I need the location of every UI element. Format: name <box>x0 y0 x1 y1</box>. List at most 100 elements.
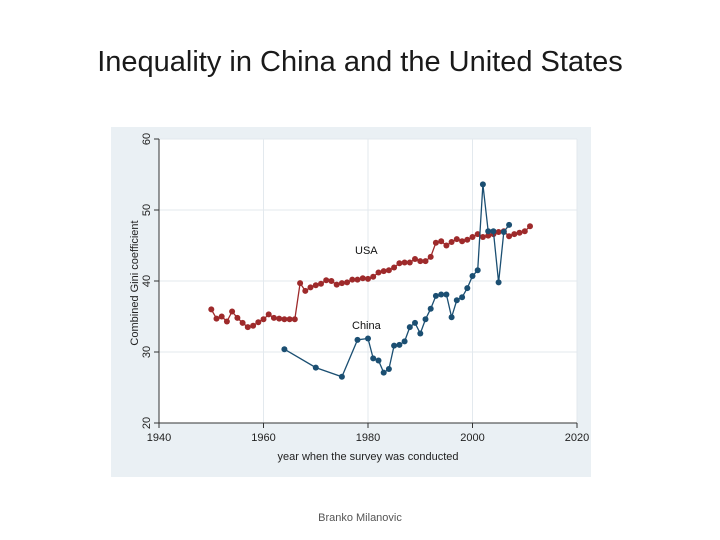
data-point-usa <box>464 236 471 243</box>
data-point-china <box>443 291 450 298</box>
data-point-usa <box>255 319 262 326</box>
data-point-usa <box>422 258 429 265</box>
data-point-china <box>474 267 481 274</box>
x-tick-label: 1940 <box>147 432 171 444</box>
data-point-china <box>464 285 471 292</box>
data-point-usa <box>516 229 523 236</box>
gini-line-chart: 20 30 40 50 60 1940 1960 1980 2000 2020 USA China… <box>129 133 589 463</box>
data-point-usa <box>239 319 246 326</box>
data-point-usa <box>396 260 403 267</box>
y-axis-label: Combined Gini coefficient <box>129 220 141 345</box>
data-point-china <box>459 294 466 301</box>
data-point-usa <box>412 256 418 262</box>
data-point-china <box>500 229 507 235</box>
data-point-china <box>412 319 418 326</box>
data-point-usa <box>250 322 257 329</box>
data-point-china <box>432 292 439 299</box>
data-point-usa <box>385 267 392 274</box>
data-point-usa <box>527 223 533 230</box>
data-point-china <box>417 330 424 337</box>
data-point-usa <box>432 239 439 246</box>
x-tick-label: 2000 <box>460 432 484 444</box>
data-point-china <box>406 324 413 331</box>
data-point-usa <box>286 316 293 323</box>
data-point-china <box>391 342 398 349</box>
data-point-usa <box>333 281 340 288</box>
data-point-usa <box>323 277 330 284</box>
data-point-usa <box>506 233 513 240</box>
data-point-china <box>312 364 319 371</box>
axes: 20 30 40 50 60 1940 1960 1980 2000 2020 <box>141 133 589 444</box>
data-point-usa <box>443 242 450 249</box>
data-point-usa <box>223 318 230 325</box>
series-layer <box>208 181 533 380</box>
data-point-usa <box>459 238 466 245</box>
y-tick-label: 30 <box>141 346 153 358</box>
data-point-usa <box>229 308 236 315</box>
data-point-usa <box>511 231 518 238</box>
data-point-usa <box>406 259 413 266</box>
chart-panel: 20 30 40 50 60 1940 1960 1980 2000 2020 USA China… <box>111 127 591 477</box>
data-point-usa <box>401 259 408 266</box>
data-point-china <box>453 297 460 304</box>
data-point-usa <box>427 253 434 260</box>
data-point-usa <box>479 234 486 240</box>
data-point-china <box>485 228 492 235</box>
x-tick-label: 1980 <box>356 432 380 444</box>
data-point-usa <box>276 315 283 322</box>
data-point-usa <box>380 268 387 275</box>
data-point-usa <box>312 282 319 289</box>
data-point-usa <box>291 316 298 323</box>
series-label-usa: USA <box>355 245 378 257</box>
data-point-usa <box>485 232 492 239</box>
data-point-usa <box>453 236 460 243</box>
data-point-china <box>281 346 288 353</box>
data-point-china <box>422 316 429 323</box>
data-point-usa <box>307 284 314 291</box>
x-tick-label: 1960 <box>251 432 275 444</box>
data-point-china <box>396 341 403 348</box>
data-point-usa <box>344 279 351 286</box>
data-point-usa <box>297 280 304 287</box>
data-point-china <box>380 369 387 376</box>
data-point-china <box>438 291 445 298</box>
data-point-usa <box>521 228 528 235</box>
data-point-china <box>370 355 377 362</box>
y-tick-label: 60 <box>141 133 153 145</box>
data-point-usa <box>448 239 455 245</box>
data-point-usa <box>213 315 220 322</box>
data-point-usa <box>469 234 476 240</box>
data-point-usa <box>218 313 225 320</box>
data-point-usa <box>417 258 424 265</box>
data-point-china <box>385 366 392 372</box>
data-point-china <box>506 221 513 228</box>
data-point-usa <box>349 276 356 283</box>
y-tick-label: 50 <box>141 204 153 216</box>
data-point-usa <box>302 287 309 294</box>
data-point-china <box>490 228 497 235</box>
data-point-usa <box>438 238 445 245</box>
data-point-usa <box>354 276 361 283</box>
data-point-china <box>354 336 361 343</box>
data-point-usa <box>265 311 272 318</box>
data-point-usa <box>208 306 215 313</box>
data-point-china <box>401 338 408 345</box>
data-point-usa <box>495 229 502 235</box>
x-tick-label: 2020 <box>565 432 589 444</box>
data-point-usa <box>281 316 288 323</box>
data-point-china <box>448 314 455 321</box>
data-point-china <box>375 357 382 364</box>
data-point-usa <box>338 280 345 287</box>
data-point-usa <box>365 275 371 282</box>
data-point-china <box>427 305 434 312</box>
data-point-china <box>495 279 502 286</box>
data-point-usa <box>375 269 382 276</box>
data-point-china <box>479 181 486 188</box>
y-tick-label: 40 <box>141 275 153 287</box>
footer-author: Branko Milanovic <box>318 512 402 524</box>
data-point-usa <box>260 316 267 323</box>
data-point-usa <box>234 314 241 321</box>
slide-title: Inequality in China and the United State… <box>97 46 623 78</box>
data-point-usa <box>318 280 324 287</box>
data-point-usa <box>359 275 366 282</box>
